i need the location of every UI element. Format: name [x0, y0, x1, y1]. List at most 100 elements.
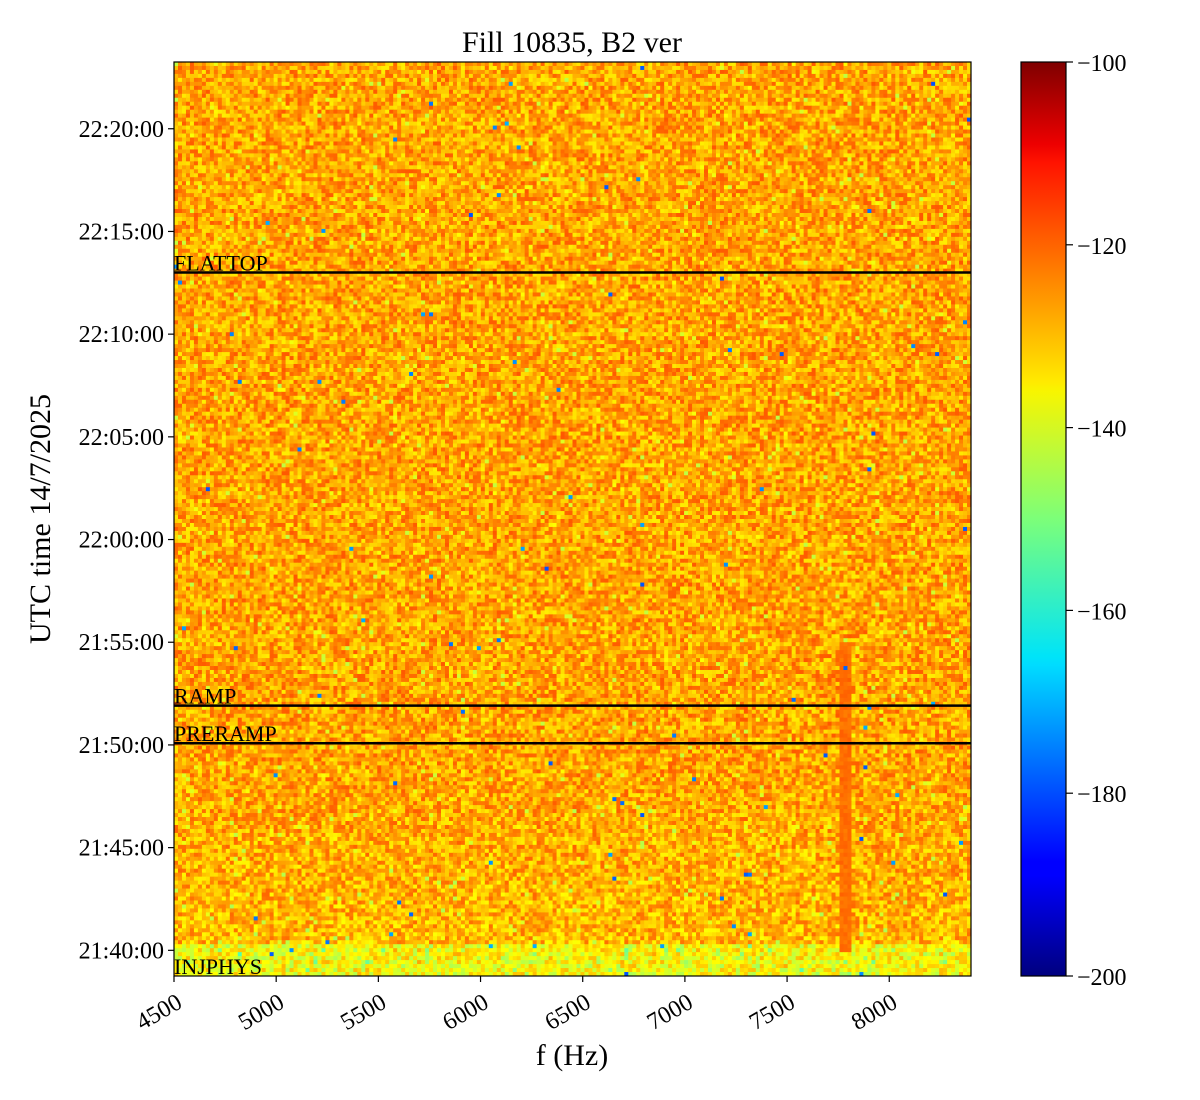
heatmap-cell — [684, 106, 688, 110]
heatmap-cell — [859, 110, 863, 114]
heatmap-cell — [270, 102, 274, 106]
heatmap-cell — [381, 114, 385, 118]
heatmap-cell — [473, 122, 477, 126]
heatmap-cell — [780, 66, 784, 70]
heatmap-cell — [453, 94, 457, 98]
heatmap-cell — [895, 70, 899, 74]
heatmap-cell — [421, 70, 425, 74]
heatmap-cell — [186, 106, 190, 110]
heatmap-cell — [712, 110, 716, 114]
heatmap-cell — [668, 78, 672, 82]
heatmap-cell — [389, 94, 393, 98]
heatmap-cell — [206, 102, 210, 106]
heatmap-cell — [640, 114, 644, 118]
heatmap-cell — [493, 86, 497, 90]
heatmap-cell — [290, 114, 294, 118]
heatmap-cell — [298, 106, 302, 110]
heatmap-cell — [469, 118, 473, 122]
heatmap-cell — [325, 118, 329, 122]
heatmap-cell — [517, 110, 521, 114]
heatmap-cell — [855, 70, 859, 74]
heatmap-cell — [832, 70, 836, 74]
heatmap-cell — [736, 86, 740, 90]
heatmap-cell — [258, 70, 262, 74]
heatmap-cell — [298, 94, 302, 98]
heatmap-cell — [369, 110, 373, 114]
heatmap-cell — [672, 62, 676, 66]
heatmap-cell — [429, 70, 433, 74]
heatmap-cell — [784, 66, 788, 70]
heatmap-cell — [911, 66, 915, 70]
heatmap-cell — [409, 106, 413, 110]
heatmap-cell — [353, 114, 357, 118]
heatmap-cell — [493, 98, 497, 102]
heatmap-cell — [278, 90, 282, 94]
heatmap-cell — [337, 74, 341, 78]
heatmap-cell — [497, 74, 501, 78]
heatmap-cell — [325, 114, 329, 118]
heatmap-cell — [788, 94, 792, 98]
heatmap-cell — [600, 94, 604, 98]
heatmap-cell — [871, 102, 875, 106]
heatmap-cell — [951, 70, 955, 74]
heatmap-cell — [600, 122, 604, 126]
heatmap-cell — [573, 114, 577, 118]
heatmap-cell — [465, 90, 469, 94]
heatmap-cell — [286, 114, 290, 118]
heatmap-cell — [760, 110, 764, 114]
heatmap-cell — [907, 90, 911, 94]
heatmap-cell — [429, 106, 433, 110]
heatmap-cell — [891, 114, 895, 118]
heatmap-cell — [855, 106, 859, 110]
heatmap-cell — [529, 102, 533, 106]
heatmap-cell — [728, 110, 732, 114]
heatmap-cell — [784, 110, 788, 114]
heatmap-cell — [704, 98, 708, 102]
heatmap-cell — [887, 62, 891, 66]
heatmap-cell — [529, 110, 533, 114]
heatmap-cell — [405, 66, 409, 70]
heatmap-cell — [453, 106, 457, 110]
heatmap-cell — [720, 122, 724, 126]
heatmap-cell — [529, 106, 533, 110]
heatmap-cell — [569, 102, 573, 106]
heatmap-cell — [313, 110, 317, 114]
heatmap-cell — [345, 74, 349, 78]
heatmap-cell — [565, 118, 569, 122]
heatmap-cell — [525, 98, 529, 102]
heatmap-cell — [907, 118, 911, 122]
heatmap-cell — [744, 78, 748, 82]
heatmap-cell — [832, 106, 836, 110]
heatmap-cell — [832, 78, 836, 82]
heatmap-cell — [417, 94, 421, 98]
heatmap-cell — [704, 62, 708, 66]
heatmap-cell — [680, 102, 684, 106]
heatmap-cell — [648, 74, 652, 78]
heatmap-cell — [533, 118, 537, 122]
heatmap-cell — [600, 106, 604, 110]
heatmap-cell — [477, 114, 481, 118]
heatmap-cell — [413, 86, 417, 90]
heatmap-cell — [768, 110, 772, 114]
heatmap-cell — [748, 70, 752, 74]
heatmap-cell — [433, 102, 437, 106]
heatmap-cell — [923, 90, 927, 94]
heatmap-cell — [290, 74, 294, 78]
heatmap-cell — [317, 118, 321, 122]
heatmap-cell — [656, 82, 660, 86]
heatmap-cell — [951, 110, 955, 114]
heatmap-cell — [843, 78, 847, 82]
heatmap-cell — [565, 102, 569, 106]
heatmap-cell — [708, 118, 712, 122]
heatmap-cell — [660, 74, 664, 78]
heatmap-cell — [668, 86, 672, 90]
heatmap-cell — [329, 102, 333, 106]
heatmap-cell — [736, 102, 740, 106]
heatmap-cell — [493, 90, 497, 94]
heatmap-cell — [333, 98, 337, 102]
heatmap-cell — [772, 82, 776, 86]
heatmap-cell — [688, 66, 692, 70]
heatmap-cell — [517, 78, 521, 82]
heatmap-cell — [800, 82, 804, 86]
heatmap-cell — [859, 78, 863, 82]
